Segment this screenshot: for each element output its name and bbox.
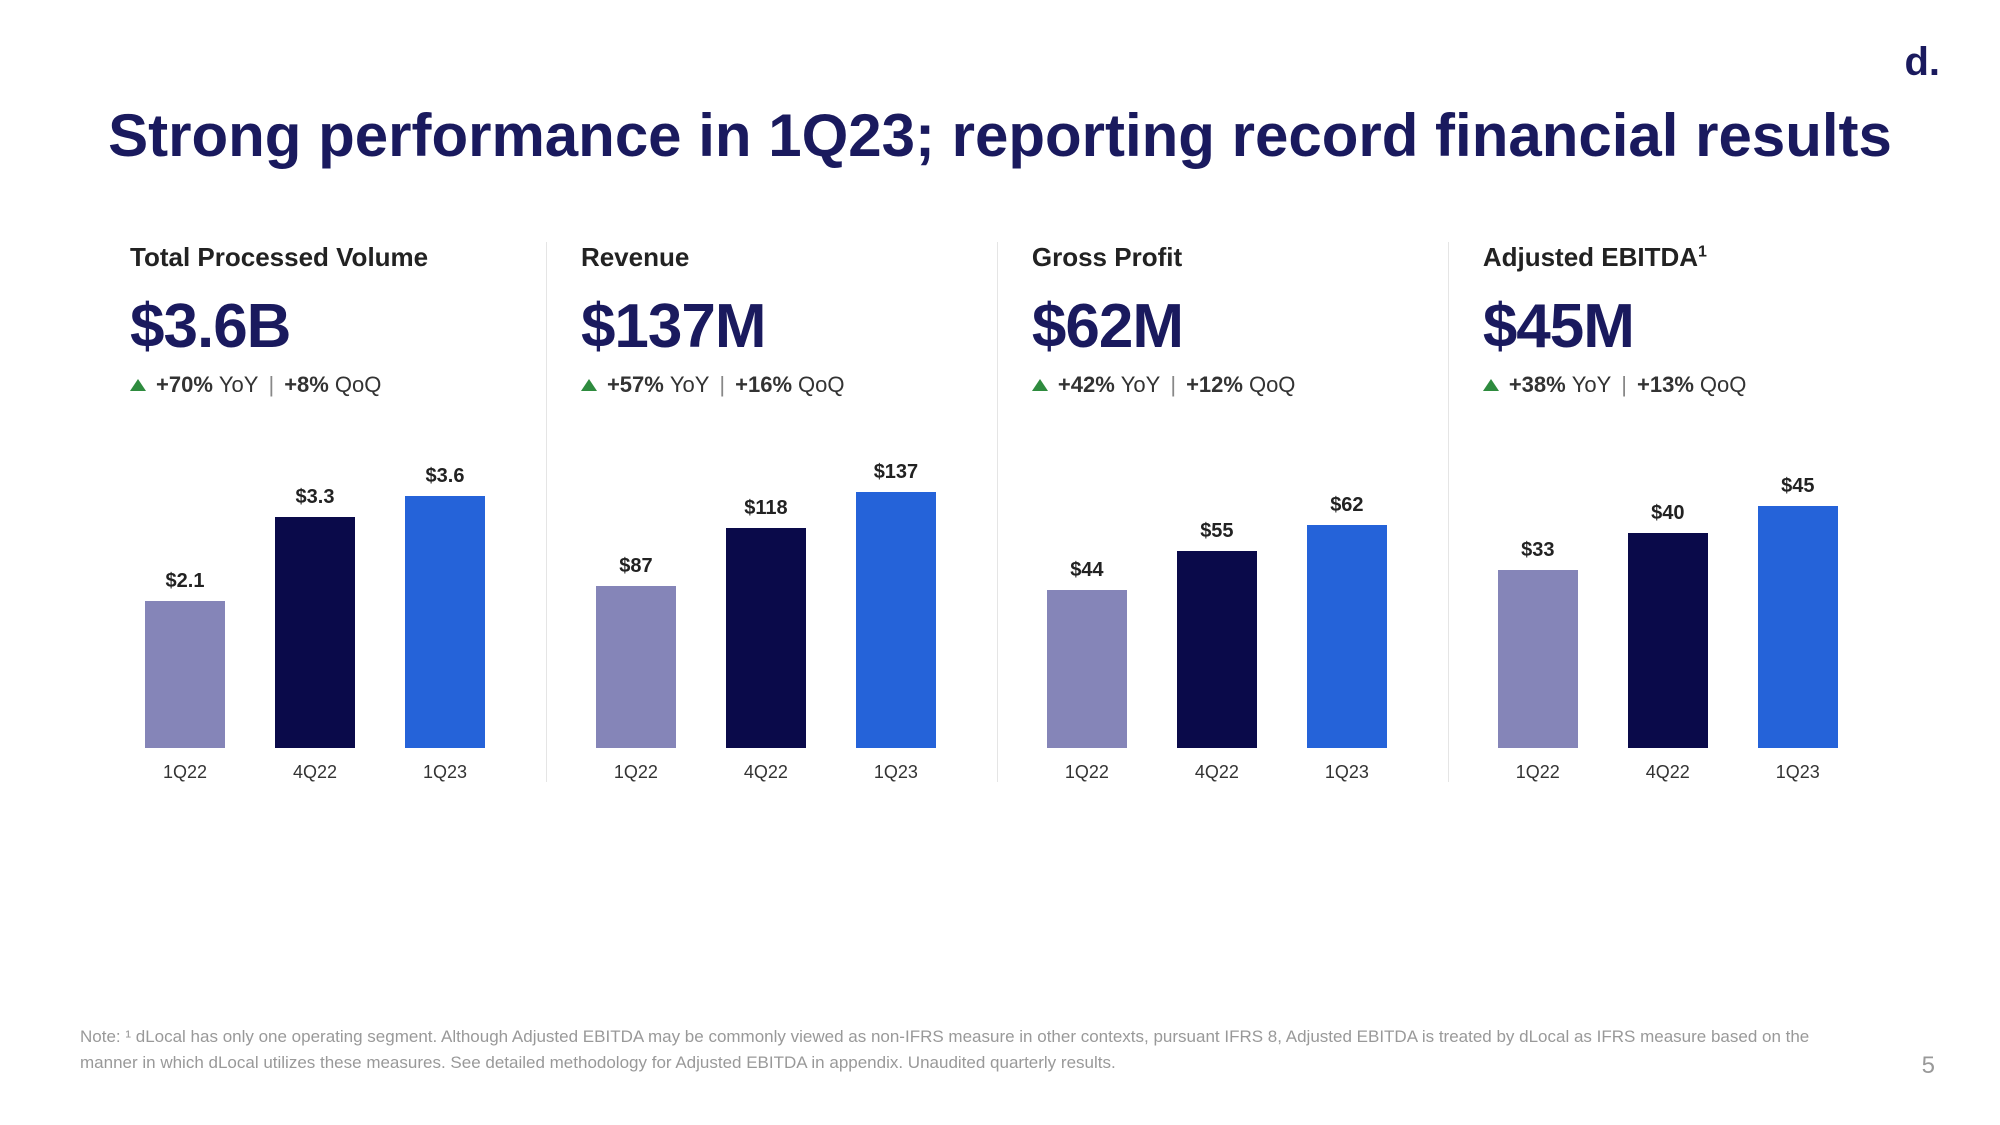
bar-x-label: 1Q22 <box>1047 762 1127 783</box>
bar-value-label: $137 <box>874 461 919 484</box>
qoq-pct: +16% <box>735 372 792 398</box>
metric-value: $3.6B <box>130 291 517 362</box>
bar-value-label: $87 <box>619 555 652 578</box>
bar-group: $331Q22 <box>1498 539 1578 748</box>
logo: d. <box>1904 40 1940 85</box>
bar-group: $3.34Q22 <box>275 486 355 748</box>
bar-group: $451Q23 <box>1758 475 1838 748</box>
bar-x-label: 1Q23 <box>405 762 485 783</box>
bar-x-label: 1Q23 <box>1758 762 1838 783</box>
bar-x-label: 4Q22 <box>275 762 355 783</box>
metric-value: $45M <box>1483 291 1870 362</box>
up-triangle-icon <box>581 379 597 391</box>
bar-value-label: $118 <box>744 497 787 520</box>
up-triangle-icon <box>1032 379 1048 391</box>
metric-label: Revenue <box>581 242 968 273</box>
bar <box>145 601 225 748</box>
up-triangle-icon <box>130 379 146 391</box>
bar-x-label: 4Q22 <box>726 762 806 783</box>
page-number: 5 <box>1922 1052 1935 1080</box>
bar <box>1758 506 1838 748</box>
bar <box>275 517 355 748</box>
growth-line: +42% YoY | +12% QoQ <box>1032 372 1419 398</box>
metric-label: Total Processed Volume <box>130 242 517 273</box>
growth-line: +57% YoY | +16% QoQ <box>581 372 968 398</box>
bar <box>1307 525 1387 748</box>
bar-value-label: $44 <box>1070 559 1103 582</box>
bar-group: $554Q22 <box>1177 520 1257 748</box>
yoy-pct: +70% <box>156 372 213 398</box>
metric-label: Gross Profit <box>1032 242 1419 273</box>
qoq-suffix: QoQ <box>1700 372 1746 398</box>
yoy-pct: +57% <box>607 372 664 398</box>
bar <box>405 496 485 748</box>
bar-x-label: 1Q22 <box>596 762 676 783</box>
metrics-row: Total Processed Volume $3.6B +70% YoY | +8% … <box>80 242 1920 788</box>
qoq-suffix: QoQ <box>798 372 844 398</box>
qoq-pct: +12% <box>1186 372 1243 398</box>
bar-group: $404Q22 <box>1628 502 1708 748</box>
yoy-pct: +38% <box>1509 372 1566 398</box>
separator: | <box>1170 372 1176 398</box>
bar-value-label: $3.6 <box>426 465 465 488</box>
metric-label: Adjusted EBITDA1 <box>1483 242 1870 273</box>
yoy-suffix: YoY <box>219 372 259 398</box>
qoq-suffix: QoQ <box>1249 372 1295 398</box>
bar-group: $621Q23 <box>1307 494 1387 748</box>
qoq-pct: +13% <box>1637 372 1694 398</box>
bar <box>596 586 676 748</box>
bar-chart: $2.11Q22$3.34Q22$3.61Q23 <box>130 468 517 788</box>
bar-x-label: 1Q23 <box>856 762 936 783</box>
bar-x-label: 4Q22 <box>1628 762 1708 783</box>
bar-chart: $331Q22$404Q22$451Q23 <box>1483 468 1870 788</box>
yoy-suffix: YoY <box>1121 372 1161 398</box>
metric-panel: Revenue$137M+57% YoY|+16% QoQ$871Q22$118… <box>561 242 988 788</box>
bar <box>726 528 806 748</box>
yoy-pct: +42% <box>1058 372 1115 398</box>
bar <box>1628 533 1708 748</box>
bar-x-label: 1Q23 <box>1307 762 1387 783</box>
footnote: Note: ¹ dLocal has only one operating se… <box>80 1024 1860 1075</box>
bar <box>856 492 936 748</box>
separator: | <box>268 372 274 398</box>
bar-value-label: $55 <box>1200 520 1233 543</box>
slide: d. Strong performance in 1Q23; reporting… <box>0 0 2000 1125</box>
bar <box>1047 590 1127 748</box>
bar-value-label: $45 <box>1781 475 1814 498</box>
bar-x-label: 1Q22 <box>145 762 225 783</box>
bar-value-label: $40 <box>1651 502 1684 525</box>
metric-panel: Adjusted EBITDA1 $45M +38% YoY | +13% QoQ $33… <box>1463 242 1890 788</box>
footnote-marker: 1 <box>1698 243 1707 260</box>
bar-group: $3.61Q23 <box>405 465 485 748</box>
up-triangle-icon <box>1483 379 1499 391</box>
yoy-suffix: YoY <box>670 372 710 398</box>
bar-value-label: $33 <box>1521 539 1554 562</box>
separator: | <box>1621 372 1627 398</box>
bar-x-label: 1Q22 <box>1498 762 1578 783</box>
qoq-pct: +8% <box>284 372 329 398</box>
bar-group: $441Q22 <box>1047 559 1127 748</box>
yoy-suffix: YoY <box>1572 372 1612 398</box>
bar-group: $1184Q22 <box>726 497 806 748</box>
metric-panel: Gross Profit$62M+42% YoY|+12% QoQ$441Q22… <box>1012 242 1439 788</box>
metric-value: $62M <box>1032 291 1419 362</box>
bar-value-label: $2.1 <box>166 570 205 593</box>
bar-group: $871Q22 <box>596 555 676 748</box>
metric-value: $137M <box>581 291 968 362</box>
bar-value-label: $62 <box>1330 494 1363 517</box>
page-title: Strong performance in 1Q23; reporting re… <box>80 100 1920 172</box>
bar-chart: $441Q22$554Q22$621Q23 <box>1032 468 1419 788</box>
bar-chart: $871Q22$1184Q22$1371Q23 <box>581 468 968 788</box>
bar-value-label: $3.3 <box>296 486 335 509</box>
growth-line: +70% YoY | +8% QoQ <box>130 372 517 398</box>
bar-x-label: 4Q22 <box>1177 762 1257 783</box>
bar-group: $2.11Q22 <box>145 570 225 748</box>
separator: | <box>719 372 725 398</box>
qoq-suffix: QoQ <box>335 372 381 398</box>
metric-panel: Total Processed Volume $3.6B +70% YoY | +8% … <box>110 242 537 788</box>
bar <box>1498 570 1578 748</box>
growth-line: +38% YoY | +13% QoQ <box>1483 372 1870 398</box>
bar <box>1177 551 1257 748</box>
bar-group: $1371Q23 <box>856 461 936 748</box>
